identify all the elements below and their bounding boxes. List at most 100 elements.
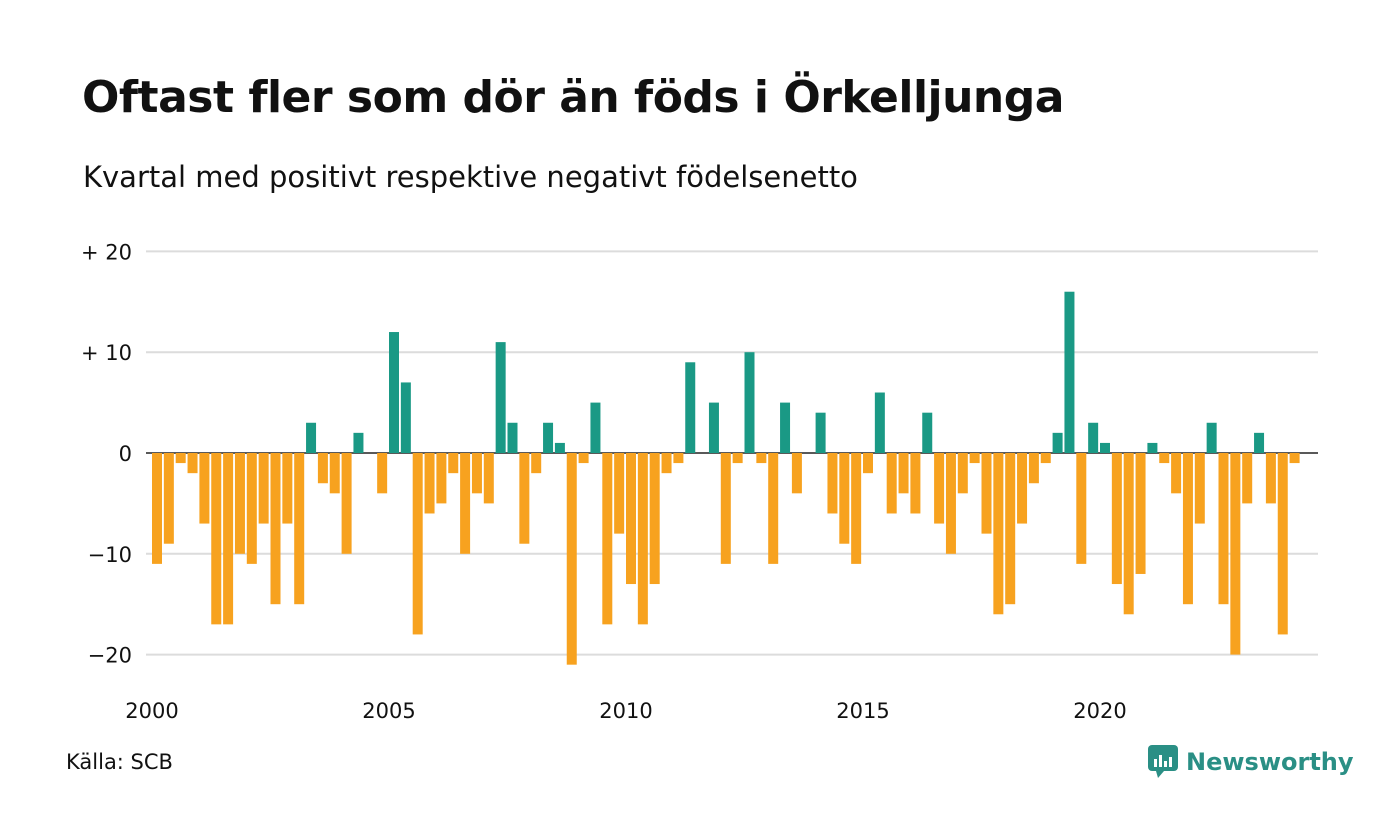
bar	[306, 422, 317, 453]
bar	[258, 453, 269, 524]
bar	[294, 453, 305, 605]
bar	[1100, 442, 1110, 453]
y-tick-label: −10	[88, 543, 132, 567]
bar	[282, 453, 293, 524]
bar	[626, 453, 636, 585]
newsworthy-logo-icon	[1148, 745, 1178, 778]
bar	[519, 453, 530, 544]
bar	[1230, 453, 1241, 655]
x-tick-label: 2005	[362, 699, 415, 723]
x-tick-label: 2000	[125, 699, 178, 723]
y-tick-label: + 20	[81, 240, 132, 264]
bar	[886, 453, 897, 514]
bar	[543, 422, 554, 453]
bar	[827, 453, 838, 514]
bar	[993, 453, 1004, 615]
bar	[246, 453, 257, 564]
bar	[815, 412, 826, 453]
bar	[211, 453, 222, 625]
bar	[353, 432, 364, 453]
bar	[934, 453, 945, 524]
bar	[1088, 422, 1099, 453]
bar	[969, 453, 980, 464]
bar	[720, 453, 731, 564]
bar	[898, 453, 909, 494]
bar	[1171, 453, 1182, 494]
bar	[768, 453, 779, 564]
bar	[1028, 453, 1039, 484]
bar	[1194, 453, 1205, 524]
bar	[685, 362, 696, 453]
bar	[744, 352, 755, 453]
bar	[922, 412, 933, 453]
bar	[1123, 453, 1134, 615]
bar	[874, 392, 885, 453]
bar	[732, 453, 743, 464]
x-axis-ticks: 2000 2005 2010 2015 2020	[125, 699, 1126, 723]
bar	[602, 453, 613, 625]
bar	[708, 402, 719, 453]
bar	[1277, 453, 1288, 635]
x-tick-label: 2015	[836, 699, 889, 723]
bar	[175, 453, 186, 464]
bar	[566, 453, 577, 665]
y-tick-label: −20	[88, 644, 132, 668]
x-tick-label: 2010	[599, 699, 652, 723]
bar	[234, 453, 245, 554]
chart-title: Oftast fler som dör än föds i Örkelljung…	[82, 72, 1064, 123]
y-axis-ticks: + 20 + 10 0 −10 −20	[81, 240, 132, 667]
bar	[1242, 453, 1253, 504]
bar	[317, 453, 328, 484]
bar	[1182, 453, 1193, 605]
bar	[412, 453, 423, 635]
bar	[1005, 453, 1016, 605]
bar	[590, 402, 601, 453]
bar	[400, 382, 411, 453]
bar	[851, 453, 862, 564]
bar	[673, 453, 684, 464]
bar	[1265, 453, 1276, 504]
source-note: Källa: SCB	[66, 750, 173, 774]
brand-name: Newsworthy	[1186, 748, 1354, 776]
y-tick-label: + 10	[81, 341, 132, 365]
bar	[1076, 453, 1087, 564]
bar	[377, 453, 388, 494]
bar	[910, 453, 921, 514]
bar	[1147, 442, 1158, 453]
bar	[1254, 432, 1265, 453]
x-tick-label: 2020	[1073, 699, 1126, 723]
bar	[436, 453, 447, 504]
grid-lines	[146, 250, 1318, 656]
bar	[1206, 422, 1217, 453]
bar	[1159, 453, 1170, 464]
bar	[448, 453, 459, 474]
bar	[531, 453, 542, 474]
bar	[1052, 432, 1063, 453]
bar	[945, 453, 956, 554]
bar	[614, 453, 625, 534]
bar	[1218, 453, 1229, 605]
bar	[424, 453, 435, 514]
bar	[389, 332, 399, 453]
y-tick-label: 0	[119, 442, 132, 466]
bar	[270, 453, 281, 605]
bar	[1040, 453, 1051, 464]
bar	[1017, 453, 1028, 524]
bar	[839, 453, 850, 544]
bar	[649, 453, 660, 585]
bar	[329, 453, 340, 494]
bar	[223, 453, 234, 625]
bar	[460, 453, 471, 554]
bars	[152, 291, 1300, 665]
bar	[471, 453, 482, 494]
bar	[661, 453, 672, 474]
bar	[780, 402, 791, 453]
bar	[957, 453, 968, 494]
bar	[507, 422, 518, 453]
bar	[863, 453, 873, 474]
bar	[791, 453, 802, 494]
bar-chart: + 20 + 10 0 −10 −20 2000 2005 2010 2015 2020	[81, 240, 1318, 723]
bar	[341, 453, 352, 554]
bar	[637, 453, 648, 625]
bar	[1289, 453, 1300, 464]
